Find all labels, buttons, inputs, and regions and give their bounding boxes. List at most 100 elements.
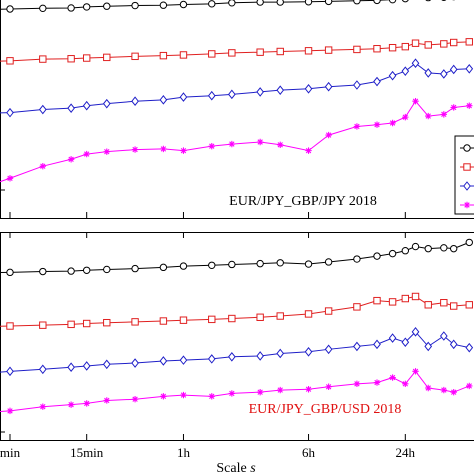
data-point-diamond-15 <box>324 344 333 355</box>
data-point-circle-23 <box>449 244 458 253</box>
data-point-circle-15 <box>324 0 333 6</box>
data-point-circle-3 <box>39 4 47 13</box>
data-point-asterisk-9 <box>180 147 187 154</box>
data-point-diamond-23 <box>449 64 458 75</box>
data-point-diamond-11 <box>228 351 236 362</box>
data-point-circle-5 <box>82 266 91 274</box>
data-point-circle-3 <box>39 267 47 276</box>
data-point-asterisk-9 <box>180 391 187 399</box>
data-point-asterisk-11 <box>228 390 236 397</box>
data-point-asterisk-10 <box>208 142 215 150</box>
data-point-circle-19 <box>401 0 409 3</box>
data-point-asterisk-18 <box>389 374 396 381</box>
data-point-square-7 <box>131 318 139 326</box>
data-point-asterisk-16 <box>353 123 361 130</box>
data-point-asterisk-15 <box>325 131 332 139</box>
data-point-diamond-14 <box>304 83 313 94</box>
data-point-diamond-12 <box>256 87 264 97</box>
data-point-asterisk-12 <box>256 388 264 396</box>
data-point-square-9 <box>179 316 188 324</box>
data-point-circle-20 <box>411 242 420 251</box>
series-line-magenta <box>0 100 470 183</box>
data-point-circle-13 <box>276 259 284 267</box>
data-point-diamond-18 <box>388 333 397 343</box>
data-point-square-5 <box>82 54 91 62</box>
data-point-circle-11 <box>228 260 236 269</box>
series-circle-black <box>0 238 473 277</box>
data-point-circle-6 <box>103 265 111 274</box>
x-tick-label-4: 24h <box>396 445 416 460</box>
data-point-asterisk-20 <box>412 98 419 105</box>
data-point-square-24 <box>465 301 473 309</box>
data-point-diamond-9 <box>179 92 188 102</box>
data-point-circle-2 <box>6 5 14 13</box>
data-point-square-5 <box>82 319 91 328</box>
data-point-square-16 <box>353 303 361 311</box>
data-point-asterisk-21 <box>425 112 432 120</box>
data-point-diamond-13 <box>276 85 285 95</box>
data-point-square-19 <box>401 42 410 51</box>
data-point-asterisk-17 <box>373 379 381 386</box>
data-point-asterisk-2 <box>6 175 14 182</box>
data-point-circle-5 <box>82 3 91 11</box>
series-asterisk-magenta <box>0 368 473 415</box>
data-point-diamond-13 <box>276 348 285 359</box>
data-point-square-20 <box>411 292 420 301</box>
data-point-diamond-3 <box>38 364 47 375</box>
data-point-asterisk-23 <box>450 388 457 396</box>
data-point-diamond-20 <box>411 327 420 337</box>
data-point-square-legend-1 <box>463 163 471 171</box>
data-point-square-22 <box>440 299 448 307</box>
chart-panel-2: EUR/JPY_GBP/USD 2018 <box>0 232 474 441</box>
data-point-square-11 <box>228 314 236 323</box>
data-point-square-18 <box>388 298 397 306</box>
data-point-square-21 <box>424 41 432 49</box>
series-asterisk-magenta <box>0 98 473 183</box>
data-point-diamond-legend-2 <box>463 181 471 191</box>
data-point-asterisk-19 <box>402 113 409 121</box>
x-tick-label-3: 6h <box>302 445 316 460</box>
data-point-square-15 <box>324 307 333 315</box>
data-point-circle-4 <box>67 4 75 12</box>
data-point-circle-18 <box>388 0 397 4</box>
series-square-red <box>0 38 473 65</box>
data-point-square-3 <box>39 321 47 329</box>
data-point-circle-10 <box>208 261 216 269</box>
data-point-diamond-2 <box>6 366 14 377</box>
data-point-circle-19 <box>401 247 410 255</box>
data-point-asterisk-16 <box>353 380 361 388</box>
data-point-circle-7 <box>131 264 139 273</box>
data-point-square-10 <box>208 50 216 58</box>
data-point-asterisk-13 <box>277 386 284 394</box>
data-point-asterisk-4 <box>67 401 75 408</box>
data-point-asterisk-7 <box>131 396 139 403</box>
x-tick-label-1: 15min <box>70 445 104 460</box>
data-point-circle-9 <box>179 0 188 9</box>
data-point-asterisk-21 <box>425 384 432 392</box>
data-point-square-10 <box>208 315 216 324</box>
data-point-asterisk-8 <box>160 393 167 400</box>
data-point-circle-legend-0 <box>463 144 471 152</box>
data-point-circle-6 <box>103 2 111 10</box>
series-diamond-blue <box>0 327 474 377</box>
chart-panel-1: EUR/JPY_GBP/JPY 2018 <box>0 0 474 219</box>
legend-box <box>454 135 474 215</box>
data-point-square-13 <box>276 47 284 56</box>
data-point-circle-8 <box>159 1 168 9</box>
data-point-asterisk-10 <box>208 393 215 400</box>
data-point-circle-14 <box>304 0 313 6</box>
data-point-diamond-8 <box>159 95 168 105</box>
data-point-circle-16 <box>353 255 361 263</box>
data-point-diamond-4 <box>67 362 75 373</box>
data-point-diamond-8 <box>159 356 168 366</box>
data-point-asterisk-24 <box>466 102 473 109</box>
data-point-circle-17 <box>373 252 381 260</box>
data-point-diamond-16 <box>353 341 361 352</box>
data-point-circle-22 <box>440 244 448 252</box>
data-point-asterisk-13 <box>277 141 284 148</box>
data-point-diamond-14 <box>304 347 313 357</box>
data-point-square-19 <box>401 294 410 303</box>
data-point-circle-7 <box>131 1 139 10</box>
data-point-diamond-5 <box>82 100 91 111</box>
data-point-diamond-7 <box>131 96 139 107</box>
